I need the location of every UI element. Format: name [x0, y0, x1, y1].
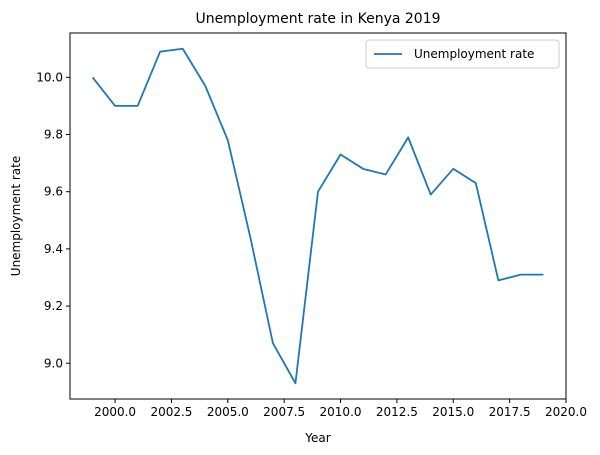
- y-tick-label: 9.6: [44, 185, 63, 199]
- y-axis-label: Unemployment rate: [9, 156, 23, 276]
- x-tick-label: 2020.0: [545, 405, 587, 419]
- chart-title: Unemployment rate in Kenya 2019: [195, 11, 440, 27]
- x-tick-label: 2002.5: [150, 405, 192, 419]
- y-tick-label: 9.8: [44, 128, 63, 142]
- series-line: [91, 47, 544, 385]
- y-tick-label: 10.0: [36, 70, 63, 84]
- plot-area: [91, 47, 544, 385]
- x-tick-label: 2007.5: [263, 405, 305, 419]
- x-tick-label: 2000.0: [94, 405, 136, 419]
- legend-label: Unemployment rate: [414, 47, 534, 61]
- y-tick-label: 9.4: [44, 242, 63, 256]
- x-tick-label: 2017.5: [489, 405, 531, 419]
- x-tick-label: 2012.5: [376, 405, 418, 419]
- y-tick-label: 9.0: [44, 356, 63, 370]
- y-axis: 9.0 9.2 9.4 9.6 9.8 10.0: [36, 70, 70, 370]
- x-tick-label: 2005.0: [207, 405, 249, 419]
- legend-box: [365, 39, 560, 69]
- plot-frame: [69, 32, 567, 400]
- x-tick-label: 2015.0: [432, 405, 474, 419]
- legend: Unemployment rate: [365, 39, 560, 69]
- x-tick-label: 2010.0: [320, 405, 362, 419]
- x-axis: 2000.0 2002.5 2005.0 2007.5 2010.0 2012.5 2015…: [94, 399, 587, 419]
- y-tick-label: 9.2: [44, 299, 63, 313]
- x-axis-label: Year: [304, 431, 330, 445]
